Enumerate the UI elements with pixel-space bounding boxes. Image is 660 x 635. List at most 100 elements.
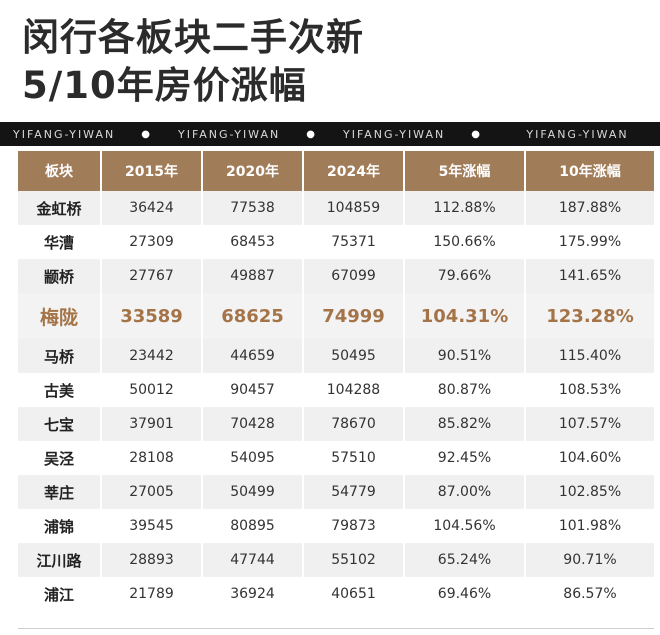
cell-price-2015: 37901 (101, 407, 203, 441)
cell-price-2020: 47744 (202, 543, 304, 577)
cell-price-2015: 27005 (101, 475, 203, 509)
table-row-highlighted: 梅陇 33589 68625 74999 104.31% 123.28% (18, 293, 654, 339)
table-row: 颛桥 27767 49887 67099 79.66% 141.65% (18, 259, 654, 293)
cell-district: 金虹桥 (18, 191, 102, 225)
header-2015: 2015年 (101, 151, 203, 191)
cell-district: 浦锦 (18, 509, 102, 543)
cell-price-2015: 28108 (101, 441, 203, 475)
cell-growth-5yr: 79.66% (404, 259, 526, 293)
banner-dot: ● (306, 128, 317, 140)
cell-growth-5yr: 104.31% (404, 293, 526, 339)
cell-price-2015: 39545 (101, 509, 203, 543)
cell-price-2020: 77538 (202, 191, 304, 225)
cell-growth-5yr: 90.51% (404, 339, 526, 373)
cell-growth-5yr: 112.88% (404, 191, 526, 225)
cell-growth-10yr: 107.57% (525, 407, 654, 441)
cell-price-2015: 28893 (101, 543, 203, 577)
cell-price-2015: 27767 (101, 259, 203, 293)
table-row: 古美 50012 90457 104288 80.87% 108.53% (18, 373, 654, 407)
table-row: 浦锦 39545 80895 79873 104.56% 101.98% (18, 509, 654, 543)
cell-district: 七宝 (18, 407, 102, 441)
cell-district: 古美 (18, 373, 102, 407)
watermark-banner: YIFANG-YIWAN ● YIFANG-YIWAN ● YIFANG-YIW… (0, 122, 660, 146)
cell-price-2020: 80895 (202, 509, 304, 543)
cell-growth-10yr: 101.98% (525, 509, 654, 543)
table-row: 莘庄 27005 50499 54779 87.00% 102.85% (18, 475, 654, 509)
cell-growth-10yr: 86.57% (525, 577, 654, 611)
title-line-2: 5/10年房价涨幅 (22, 64, 307, 107)
header-2020: 2020年 (202, 151, 304, 191)
banner-text: YIFANG-YIWAN (343, 127, 446, 141)
cell-price-2024: 40651 (303, 577, 405, 611)
table-header-row: 板块 2015年 2020年 2024年 5年涨幅 10年涨幅 (18, 151, 654, 191)
banner-cell: YIFANG-YIWAN ● (0, 128, 165, 141)
title-line-1: 闵行各板块二手次新 (22, 16, 364, 59)
table-row: 金虹桥 36424 77538 104859 112.88% 187.88% (18, 191, 654, 225)
table-row: 七宝 37901 70428 78670 85.82% 107.57% (18, 407, 654, 441)
cell-price-2024: 75371 (303, 225, 405, 259)
cell-district: 莘庄 (18, 475, 102, 509)
table-body: 金虹桥 36424 77538 104859 112.88% 187.88% 华漕 27309… (18, 191, 654, 611)
cell-growth-10yr: 108.53% (525, 373, 654, 407)
table-row: 马桥 23442 44659 50495 90.51% 115.40% (18, 339, 654, 373)
banner-text: YIFANG-YIWAN (178, 127, 281, 141)
cell-growth-5yr: 92.45% (404, 441, 526, 475)
cell-price-2015: 36424 (101, 191, 203, 225)
cell-growth-5yr: 69.46% (404, 577, 526, 611)
banner-text: YIFANG-YIWAN (13, 127, 116, 141)
header-10yr-growth: 10年涨幅 (525, 151, 654, 191)
cell-growth-10yr: 102.85% (525, 475, 654, 509)
cell-price-2020: 50499 (202, 475, 304, 509)
table-bottom-divider (18, 628, 654, 629)
cell-growth-10yr: 175.99% (525, 225, 654, 259)
cell-price-2015: 33589 (101, 293, 203, 339)
page-title: 闵行各板块二手次新 5/10年房价涨幅 (22, 14, 364, 110)
cell-growth-10yr: 115.40% (525, 339, 654, 373)
cell-price-2020: 68453 (202, 225, 304, 259)
cell-district: 梅陇 (18, 293, 102, 339)
table-row: 江川路 28893 47744 55102 65.24% 90.71% (18, 543, 654, 577)
cell-price-2024: 79873 (303, 509, 405, 543)
cell-district: 马桥 (18, 339, 102, 373)
cell-district: 吴泾 (18, 441, 102, 475)
cell-price-2020: 49887 (202, 259, 304, 293)
cell-price-2020: 90457 (202, 373, 304, 407)
table-row: 吴泾 28108 54095 57510 92.45% 104.60% (18, 441, 654, 475)
cell-price-2024: 57510 (303, 441, 405, 475)
banner-dot: ● (141, 128, 152, 140)
table-row: 浦江 21789 36924 40651 69.46% 86.57% (18, 577, 654, 611)
cell-district: 江川路 (18, 543, 102, 577)
cell-price-2024: 55102 (303, 543, 405, 577)
cell-price-2015: 21789 (101, 577, 203, 611)
banner-cell: YIFANG-YIWAN ● (330, 128, 495, 141)
banner-cell: YIFANG-YIWAN (495, 128, 660, 141)
banner-dot: ● (471, 128, 482, 140)
header-5yr-growth: 5年涨幅 (404, 151, 526, 191)
cell-growth-10yr: 90.71% (525, 543, 654, 577)
cell-price-2024: 104288 (303, 373, 405, 407)
cell-district: 颛桥 (18, 259, 102, 293)
table-row: 华漕 27309 68453 75371 150.66% 175.99% (18, 225, 654, 259)
cell-growth-5yr: 104.56% (404, 509, 526, 543)
cell-growth-5yr: 65.24% (404, 543, 526, 577)
cell-growth-5yr: 85.82% (404, 407, 526, 441)
cell-price-2015: 50012 (101, 373, 203, 407)
header-2024: 2024年 (303, 151, 405, 191)
cell-price-2024: 54779 (303, 475, 405, 509)
cell-price-2024: 78670 (303, 407, 405, 441)
cell-growth-10yr: 123.28% (525, 293, 654, 339)
cell-growth-5yr: 80.87% (404, 373, 526, 407)
cell-growth-10yr: 104.60% (525, 441, 654, 475)
cell-price-2024: 67099 (303, 259, 405, 293)
cell-price-2020: 36924 (202, 577, 304, 611)
cell-price-2015: 27309 (101, 225, 203, 259)
cell-price-2020: 44659 (202, 339, 304, 373)
cell-price-2024: 50495 (303, 339, 405, 373)
cell-growth-10yr: 187.88% (525, 191, 654, 225)
cell-growth-10yr: 141.65% (525, 259, 654, 293)
header-district: 板块 (18, 151, 102, 191)
cell-growth-5yr: 150.66% (404, 225, 526, 259)
banner-cell: YIFANG-YIWAN ● (165, 128, 330, 141)
cell-price-2020: 68625 (202, 293, 304, 339)
cell-price-2020: 54095 (202, 441, 304, 475)
